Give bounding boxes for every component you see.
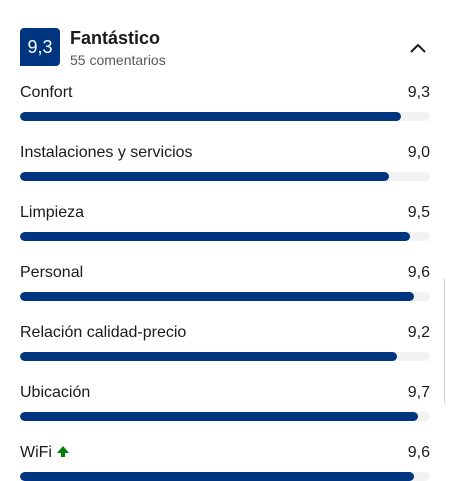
bar-track: [20, 112, 430, 121]
bar-track: [20, 412, 430, 421]
category-score: 9,6: [407, 264, 430, 281]
score-bar: [20, 292, 414, 301]
score-bar: [20, 172, 389, 181]
bar-track: [20, 352, 430, 361]
score-bar: [20, 112, 402, 121]
category-label: Relación calidad-precio: [20, 324, 187, 341]
category-score: 9,5: [407, 204, 430, 221]
bar-track: [20, 172, 430, 181]
screen: 9,3 Fantástico 55 comentarios Confort 9,3…: [20, 28, 449, 481]
category-score: 9,2: [407, 324, 430, 341]
category-score: 9,7: [407, 384, 430, 401]
rating-title: Fantástico: [70, 28, 161, 48]
bar-track: [20, 472, 430, 481]
category-label: Instalaciones y servicios: [20, 144, 193, 161]
category-label: Personal: [20, 264, 84, 281]
score-bar: [20, 232, 410, 241]
score-badge: 9,3: [20, 28, 60, 66]
up-arrow-icon: [56, 446, 69, 457]
category-label: WiFi: [20, 444, 70, 462]
category-label: Limpieza: [20, 204, 85, 221]
category-score: 9,0: [407, 144, 430, 161]
category-label: Ubicación: [20, 384, 91, 401]
category-label: Confort: [20, 84, 73, 101]
review-count: 55 comentarios: [70, 52, 166, 68]
category-score: 9,6: [407, 444, 430, 461]
category-score: 9,3: [407, 84, 430, 101]
bar-track: [20, 292, 430, 301]
bar-track: [20, 232, 430, 241]
collapse-button[interactable]: [408, 38, 428, 58]
score-bar: [20, 352, 398, 361]
score-bar: [20, 412, 418, 421]
scrollbar: [444, 278, 449, 404]
score-bar: [20, 472, 414, 481]
